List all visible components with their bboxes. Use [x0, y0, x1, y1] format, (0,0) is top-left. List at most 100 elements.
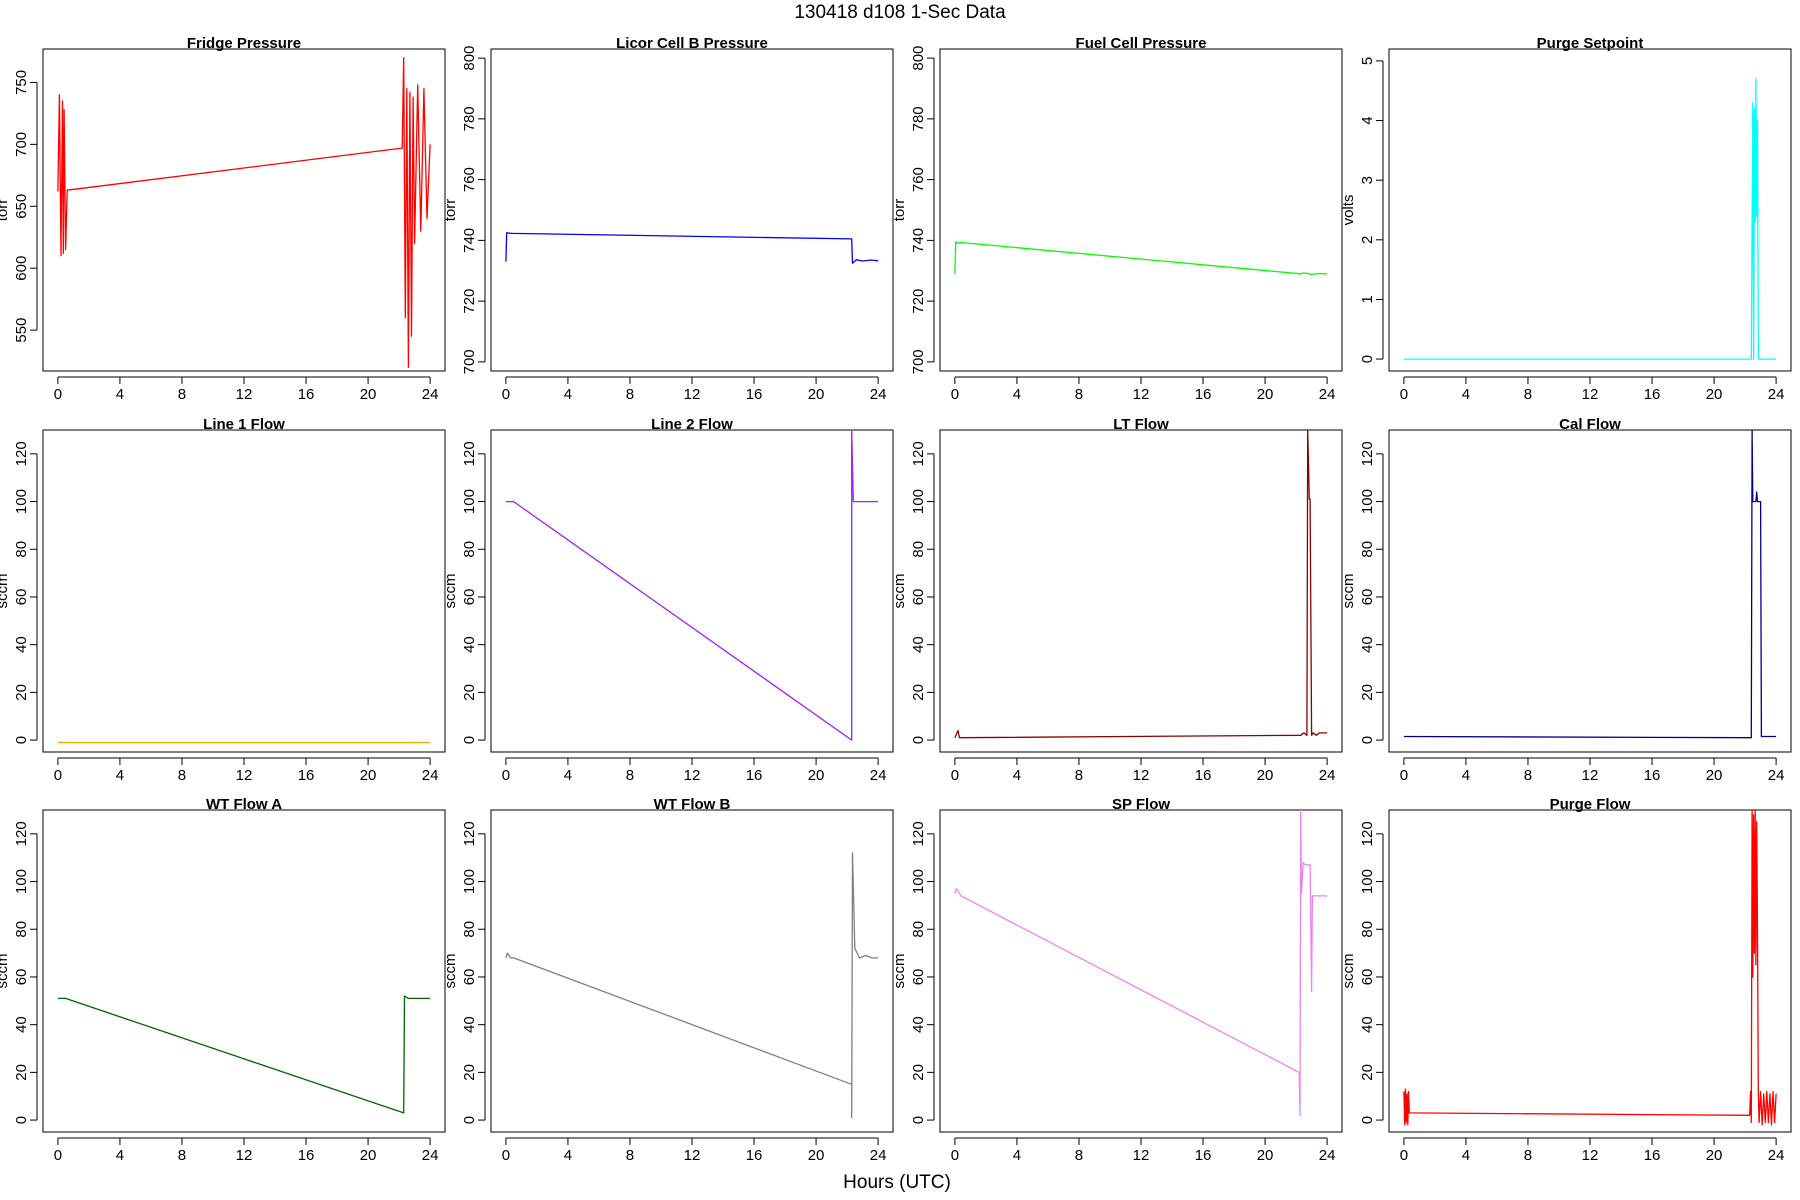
- y-tick-label: 1: [1359, 295, 1376, 303]
- y-tick-label: 0: [461, 736, 478, 744]
- series-line: [505, 232, 879, 264]
- x-tick-label: 16: [298, 386, 315, 403]
- x-tick-label: 12: [1582, 767, 1599, 784]
- plot-frame: [42, 429, 446, 753]
- series-line: [954, 430, 1328, 739]
- y-tick-label: 120: [910, 441, 927, 466]
- y-tick-label: 760: [910, 167, 927, 192]
- y-tick-label: 120: [13, 821, 30, 846]
- x-tick-label: 12: [684, 1147, 701, 1164]
- panel-cal-flow: Cal Flow sccm 0 4 8 12 16 20 24 0 20 40 60 80 100 120: [1340, 416, 1792, 784]
- plot-frame: [1388, 809, 1792, 1133]
- y-tick-label: 100: [910, 869, 927, 894]
- y-tick-label: 20: [1359, 684, 1376, 701]
- y-tick-label: 720: [910, 289, 927, 314]
- panel-title: Purge Flow: [1550, 796, 1631, 813]
- y-tick-label: 60: [910, 589, 927, 606]
- y-axis-label: sccm: [1340, 574, 1357, 609]
- y-tick-label: 100: [1359, 489, 1376, 514]
- x-tick-label: 4: [1013, 1147, 1021, 1164]
- panel-wt-flow-b: WT Flow B sccm 0 4 8 12 16 20 24 0 20 40 60 80 100 120: [442, 796, 894, 1164]
- x-tick-label: 24: [1768, 1147, 1785, 1164]
- x-tick-label: 8: [178, 386, 186, 403]
- panel-title: LT Flow: [1113, 416, 1169, 433]
- y-tick-label: 120: [13, 441, 30, 466]
- x-tick-label: 4: [116, 1147, 124, 1164]
- x-tick-label: 0: [54, 386, 62, 403]
- x-tick-label: 0: [951, 386, 959, 403]
- x-tick-label: 4: [564, 767, 572, 784]
- series-line: [505, 852, 879, 1119]
- y-tick-label: 4: [1359, 116, 1376, 124]
- y-axis-label: sccm: [442, 954, 459, 989]
- x-tick-label: 12: [1133, 1147, 1150, 1164]
- series-line: [954, 241, 1328, 276]
- x-tick-label: 4: [564, 1147, 572, 1164]
- x-tick-label: 16: [1644, 767, 1661, 784]
- series-line: [57, 57, 431, 368]
- y-tick-label: 20: [1359, 1064, 1376, 1081]
- y-tick-label: 780: [461, 106, 478, 131]
- x-tick-label: 4: [1013, 767, 1021, 784]
- x-tick-label: 16: [298, 767, 315, 784]
- panel-wt-flow-a: WT Flow A sccm 0 4 8 12 16 20 24 0 20 40 60 80 100 120: [0, 796, 446, 1164]
- x-tick-label: 24: [870, 386, 887, 403]
- x-tick-label: 16: [1195, 767, 1212, 784]
- panel-fuel-cell-pressure: Fuel Cell Pressure torr 0 4 8 12 16 20 24 700 720 7…: [891, 35, 1343, 403]
- x-tick-label: 4: [1013, 386, 1021, 403]
- figure-title: 130418 d108 1-Sec Data: [794, 2, 1006, 23]
- y-tick-label: 60: [1359, 589, 1376, 606]
- y-axis-label: sccm: [891, 574, 908, 609]
- x-tick-label: 20: [1257, 386, 1274, 403]
- y-axis-label: sccm: [1340, 954, 1357, 989]
- y-tick-label: 40: [13, 1016, 30, 1033]
- panel-title: WT Flow B: [654, 796, 731, 813]
- y-axis-label: sccm: [0, 954, 11, 989]
- panel-title: Fuel Cell Pressure: [1076, 35, 1207, 52]
- y-tick-label: 40: [910, 1016, 927, 1033]
- y-axis-label: sccm: [891, 954, 908, 989]
- y-tick-label: 100: [13, 489, 30, 514]
- x-tick-label: 20: [808, 386, 825, 403]
- x-tick-label: 16: [298, 1147, 315, 1164]
- x-tick-label: 0: [1400, 767, 1408, 784]
- y-tick-label: 0: [910, 1116, 927, 1124]
- y-tick-label: 60: [461, 589, 478, 606]
- x-tick-label: 8: [626, 386, 634, 403]
- x-tick-label: 8: [178, 767, 186, 784]
- series-line: [57, 995, 431, 1114]
- plot-frame: [1388, 429, 1792, 753]
- y-tick-label: 700: [461, 349, 478, 374]
- y-tick-label: 80: [13, 541, 30, 558]
- x-tick-label: 24: [1319, 386, 1336, 403]
- x-tick-label: 16: [1195, 1147, 1212, 1164]
- y-tick-label: 80: [1359, 541, 1376, 558]
- x-tick-label: 20: [360, 1147, 377, 1164]
- x-tick-label: 8: [626, 1147, 634, 1164]
- y-tick-label: 0: [13, 736, 30, 744]
- y-tick-label: 100: [910, 489, 927, 514]
- y-tick-label: 40: [461, 1016, 478, 1033]
- y-tick-label: 0: [13, 1116, 30, 1124]
- x-tick-label: 16: [746, 386, 763, 403]
- plot-frame: [490, 48, 894, 372]
- x-tick-label: 12: [1133, 767, 1150, 784]
- y-tick-label: 650: [13, 194, 30, 219]
- y-tick-label: 120: [461, 441, 478, 466]
- x-tick-label: 8: [1524, 1147, 1532, 1164]
- y-tick-label: 100: [461, 489, 478, 514]
- y-axis-label: torr: [0, 199, 11, 222]
- y-tick-label: 700: [910, 349, 927, 374]
- y-tick-label: 60: [461, 969, 478, 986]
- x-tick-label: 4: [564, 386, 572, 403]
- y-tick-label: 0: [461, 1116, 478, 1124]
- plot-frame: [490, 429, 894, 753]
- x-tick-label: 16: [1195, 386, 1212, 403]
- x-tick-label: 20: [360, 386, 377, 403]
- y-tick-label: 80: [910, 541, 927, 558]
- x-tick-label: 24: [870, 767, 887, 784]
- x-tick-label: 8: [1075, 1147, 1083, 1164]
- y-tick-label: 780: [910, 106, 927, 131]
- x-tick-label: 20: [808, 1147, 825, 1164]
- y-tick-label: 80: [461, 921, 478, 938]
